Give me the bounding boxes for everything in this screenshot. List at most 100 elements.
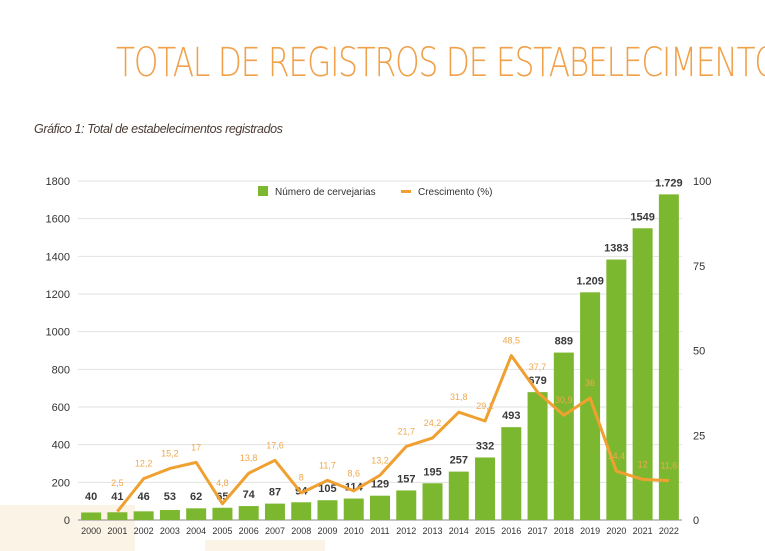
- bar: [317, 500, 338, 520]
- bar-value-label: 87: [269, 487, 281, 499]
- growth-value-label: 24,2: [424, 418, 442, 428]
- bar: [501, 427, 522, 520]
- bar-value-label: 62: [190, 491, 202, 503]
- x-tick-label: 2018: [554, 526, 574, 536]
- growth-value-label: 2,5: [111, 478, 124, 488]
- y-left-tick-label: 200: [52, 477, 70, 489]
- growth-value-label: 11,7: [319, 460, 336, 470]
- y-left-tick-label: 1400: [46, 251, 70, 263]
- x-tick-label: 2012: [396, 526, 416, 536]
- growth-value-label: 15,2: [161, 448, 179, 458]
- growth-value-label: 13,2: [371, 455, 389, 465]
- bar: [396, 490, 417, 520]
- bar: [527, 392, 548, 520]
- bar: [632, 228, 653, 520]
- growth-value-label: 4,8: [216, 478, 229, 488]
- growth-value-label: 48,5: [503, 336, 521, 346]
- x-tick-label: 2011: [370, 526, 389, 536]
- growth-value-label: 31,8: [450, 392, 468, 402]
- growth-value-label: 8,6: [347, 469, 360, 479]
- growth-value-label: 14,4: [608, 451, 626, 461]
- y-right-tick-label: 25: [693, 430, 705, 442]
- growth-value-label: 8: [299, 472, 304, 482]
- chart-caption: Gráfico 1: Total de estabelecimentos reg…: [34, 122, 283, 136]
- bar: [212, 507, 233, 520]
- y-left-tick-label: 1600: [46, 214, 70, 226]
- bar-value-label: 332: [476, 440, 494, 452]
- y-left-tick-label: 0: [64, 515, 70, 527]
- growth-value-label: 29,2: [476, 401, 494, 411]
- x-tick-label: 2017: [528, 526, 548, 536]
- bar-value-label: 493: [502, 410, 520, 422]
- bar-value-label: 129: [371, 479, 389, 491]
- bar-value-label: 105: [318, 483, 336, 495]
- y-right-tick-label: 75: [693, 261, 705, 273]
- bar: [422, 483, 443, 520]
- growth-value-label: 17,6: [266, 440, 284, 450]
- x-tick-label: 2016: [501, 526, 521, 536]
- x-tick-label: 2022: [659, 526, 679, 536]
- growth-value-label: 11,6: [660, 461, 677, 471]
- growth-value-label: 12: [638, 459, 648, 469]
- growth-value-label: 36: [585, 378, 595, 388]
- bar: [107, 512, 128, 520]
- bar: [343, 498, 364, 520]
- x-tick-label: 2021: [633, 526, 653, 536]
- bar: [81, 512, 102, 520]
- bar-value-label: 157: [397, 473, 415, 485]
- bar: [475, 457, 496, 520]
- bar: [606, 259, 627, 520]
- y-left-tick-label: 1800: [46, 176, 70, 188]
- x-tick-label: 2000: [81, 526, 101, 536]
- y-right-tick-label: 100: [693, 176, 711, 188]
- x-tick-label: 2013: [423, 526, 443, 536]
- bar-value-label: 1.729: [655, 177, 683, 189]
- growth-value-label: 12,2: [135, 459, 153, 469]
- bar-value-label: 889: [555, 336, 573, 348]
- bar-value-label: 46: [138, 491, 150, 503]
- x-tick-label: 2005: [212, 526, 232, 536]
- bar: [133, 511, 154, 520]
- bar: [264, 503, 285, 520]
- x-tick-label: 2019: [580, 526, 600, 536]
- decorative-panel: [205, 540, 325, 551]
- x-tick-label: 2004: [186, 526, 206, 536]
- bar-value-label: 257: [450, 455, 468, 467]
- growth-value-label: 30,9: [555, 395, 573, 405]
- bar: [370, 495, 390, 520]
- bar: [238, 506, 259, 520]
- bar-value-label: 1.209: [576, 275, 604, 287]
- x-tick-label: 2010: [344, 526, 364, 536]
- growth-value-label: 37,7: [529, 362, 547, 372]
- growth-value-label: 13,8: [240, 453, 258, 463]
- bar: [159, 510, 180, 520]
- x-tick-label: 2001: [107, 526, 127, 536]
- growth-line: [116, 354, 669, 513]
- bar-value-label: 74: [243, 489, 256, 501]
- x-tick-label: 2015: [475, 526, 495, 536]
- x-tick-label: 2002: [134, 526, 154, 536]
- growth-value-label: 17: [191, 442, 201, 452]
- legend-label-bars: Número de cervejarias: [275, 187, 376, 198]
- x-tick-label: 2020: [606, 526, 626, 536]
- x-tick-label: 2014: [449, 526, 469, 536]
- bar-value-label: 40: [85, 491, 97, 503]
- y-left-tick-label: 1200: [46, 289, 70, 301]
- x-tick-label: 2006: [239, 526, 259, 536]
- bar: [580, 292, 601, 520]
- growth-value-label: 21,7: [397, 426, 415, 436]
- y-right-tick-label: 50: [693, 346, 705, 358]
- y-left-tick-label: 800: [52, 364, 70, 376]
- y-left-tick-label: 400: [52, 440, 70, 452]
- bar-value-label: 41: [111, 491, 123, 503]
- bar: [186, 508, 207, 520]
- bar-value-label: 1549: [630, 211, 654, 223]
- y-left-tick-label: 600: [52, 402, 70, 414]
- y-left-tick-label: 1000: [46, 327, 70, 339]
- x-tick-label: 2007: [265, 526, 285, 536]
- legend-label-line: Crescimento (%): [418, 187, 492, 198]
- x-tick-label: 2003: [160, 526, 180, 536]
- y-right-tick-label: 0: [693, 515, 699, 527]
